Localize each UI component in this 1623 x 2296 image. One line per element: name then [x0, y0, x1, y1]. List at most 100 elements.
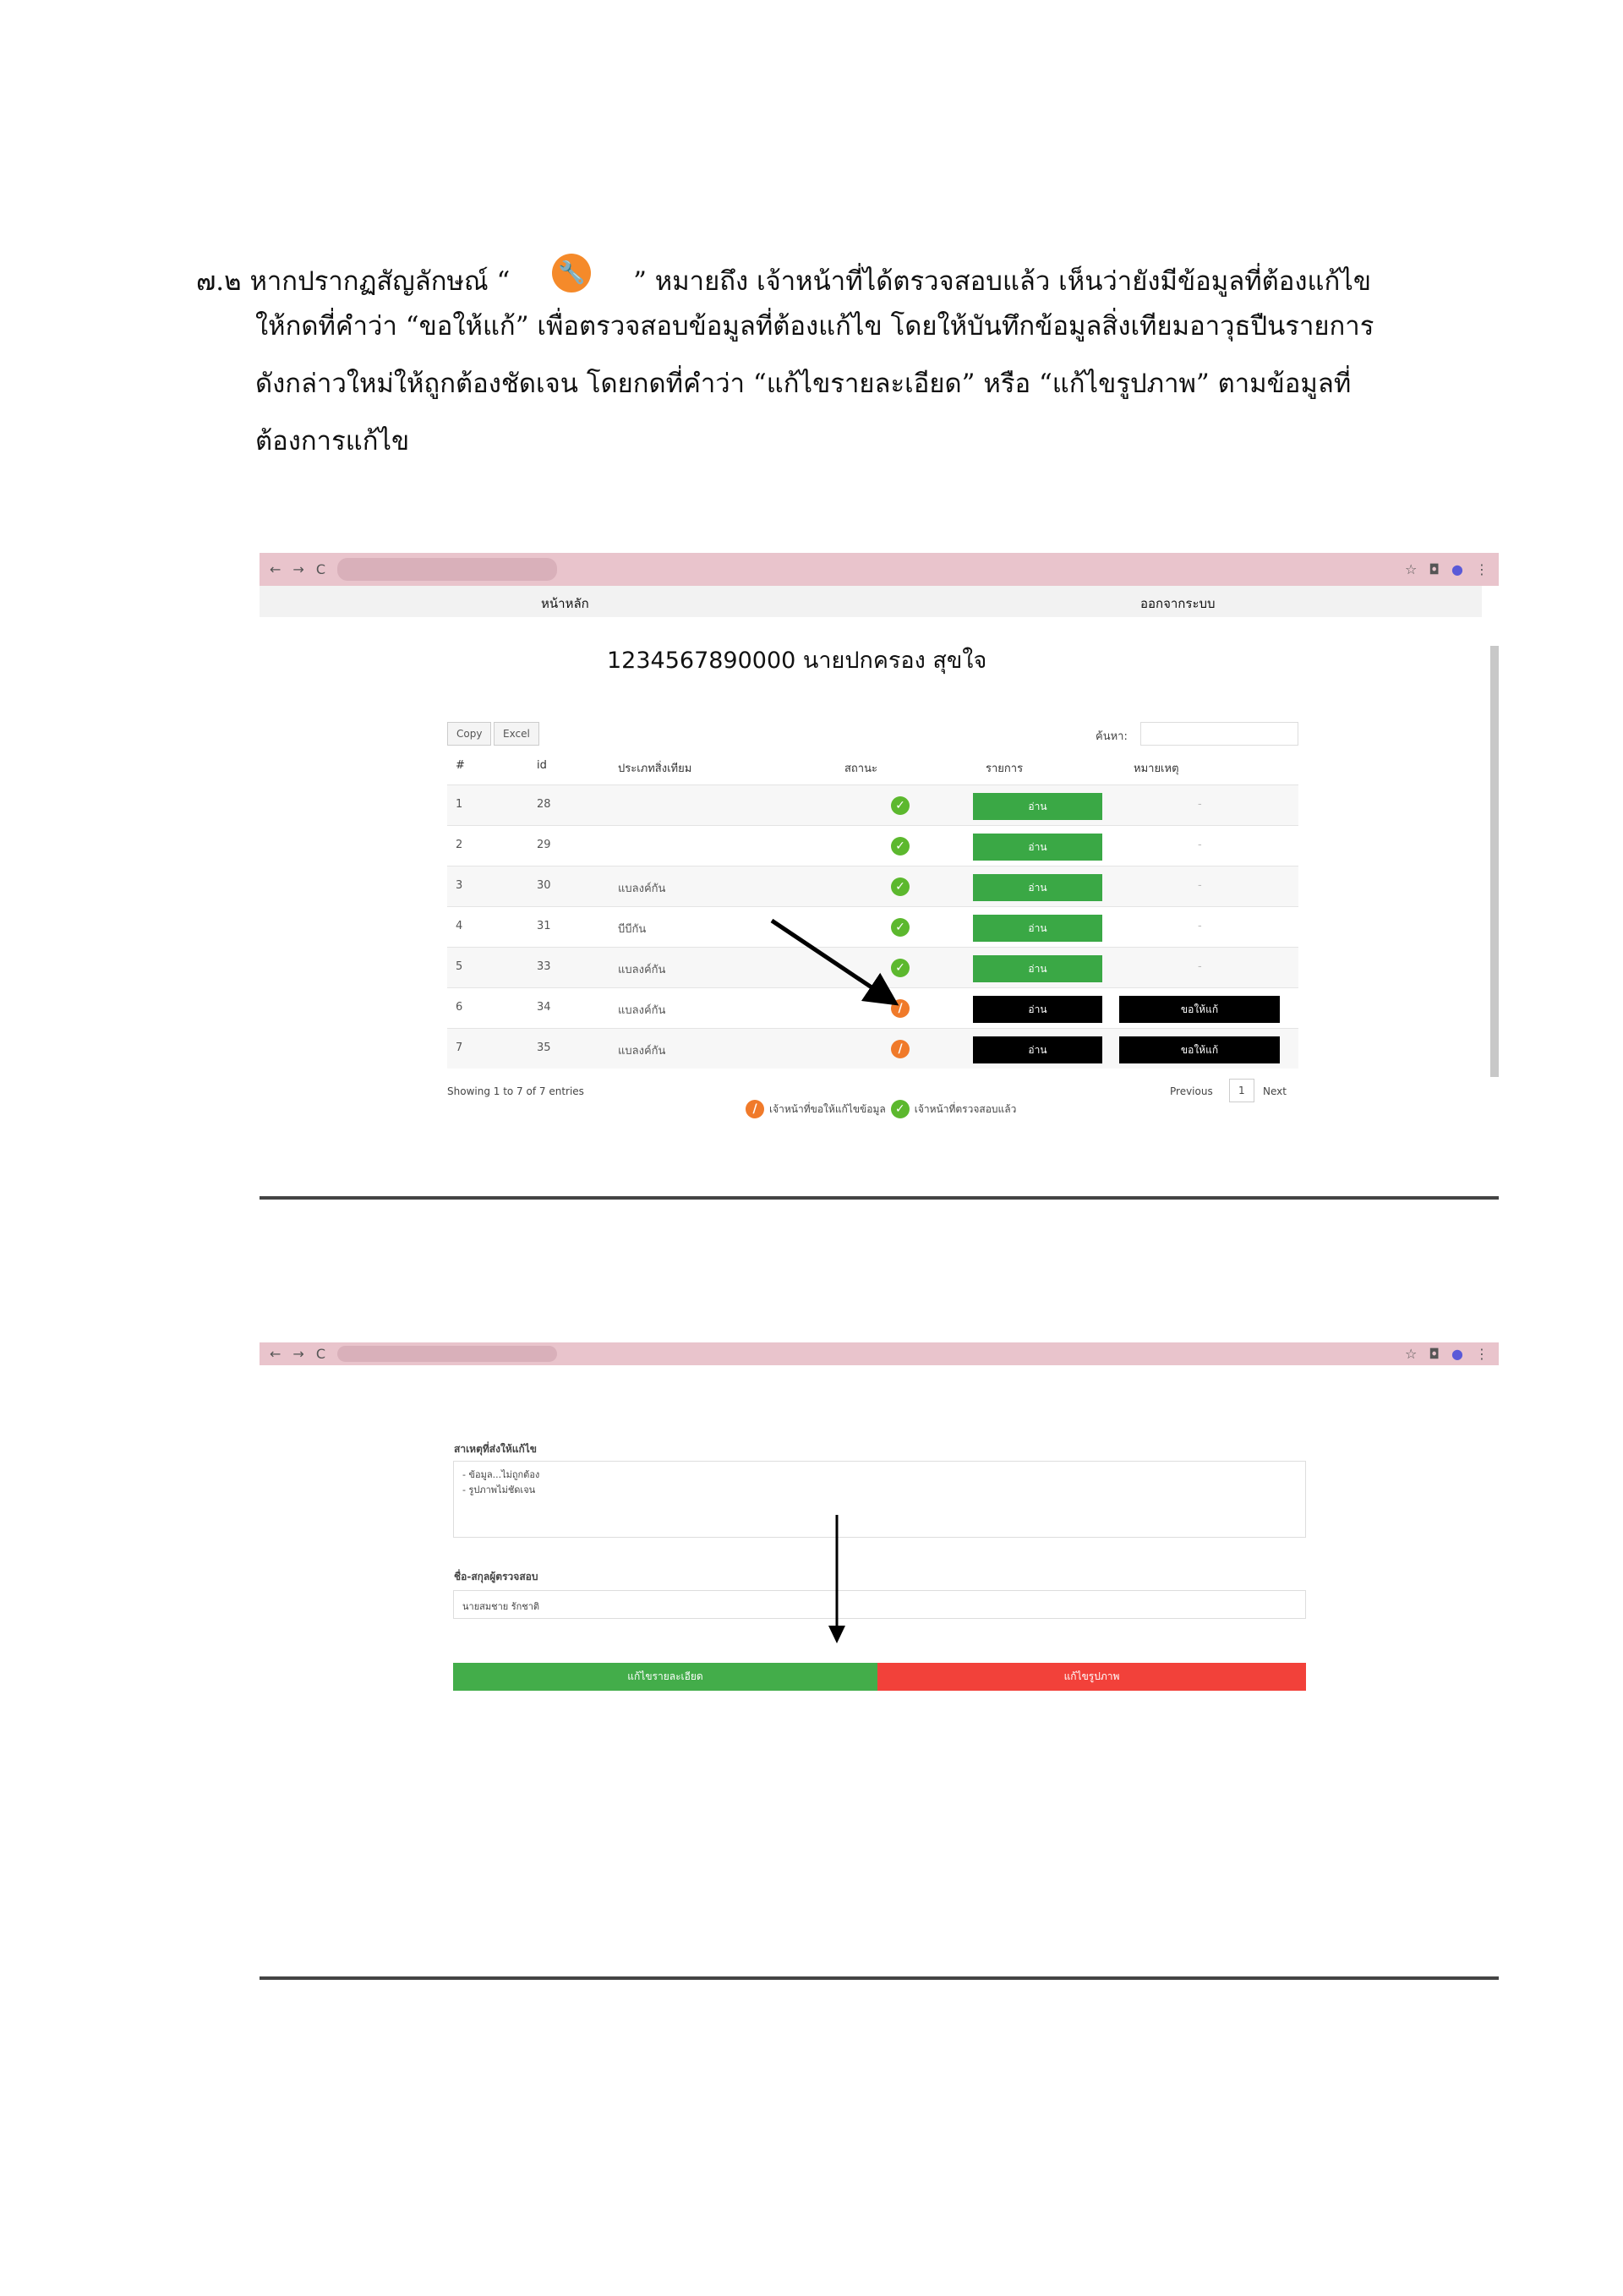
nav-home[interactable]: หน้าหลัก [541, 596, 589, 611]
wrench-icon: / [891, 1040, 910, 1058]
check-icon: ✓ [891, 837, 910, 856]
request-fix-button[interactable]: ขอให้แก้ [1119, 996, 1280, 1023]
page-title: 1234567890000 นายปกครอง สุขใจ [607, 648, 987, 674]
annotation-arrow [770, 918, 899, 1006]
request-fix-button[interactable]: ขอให้แก้ [1119, 1036, 1280, 1063]
legend-fix-label: เจ้าหน้าที่ขอให้แก้ไขข้อมูล [769, 1102, 886, 1115]
row-note: - [1198, 798, 1202, 811]
browser-toolbar: ← → C ☆ ◘ ● ⋮ [260, 553, 1499, 586]
screenshot-edit: ← → C ☆ ◘ ● ⋮ สาเหตุที่ส่งให้แก้ไข - ข้อมูล..… [260, 1342, 1499, 1980]
table-row: 7 35 แบลงค์กัน / อ่าน ขอให้แก้ [447, 1028, 1298, 1069]
col-action[interactable]: รายการ [986, 763, 1024, 775]
star-icon[interactable]: ☆ [1405, 1346, 1418, 1362]
pager-previous[interactable]: Previous [1170, 1085, 1213, 1097]
address-bar[interactable] [336, 557, 557, 582]
read-button[interactable]: อ่าน [973, 834, 1102, 861]
wrench-icon: 🔧 [552, 254, 592, 292]
table-row: 6 34 แบลงค์กัน / อ่าน ขอให้แก้ [447, 987, 1298, 1028]
copy-button[interactable]: Copy [447, 722, 492, 746]
instruction-line-2: ให้กดที่คำว่า “ขอให้แก้” เพื่อตรวจสอบข้อ… [255, 311, 1374, 342]
row-id: 34 [537, 1001, 551, 1014]
pager-page-1[interactable]: 1 [1229, 1079, 1254, 1102]
extension-icon[interactable]: ◘ [1429, 1346, 1440, 1362]
row-id: 29 [537, 839, 551, 851]
forward-icon[interactable]: → [292, 561, 304, 577]
menu-icon[interactable]: ⋮ [1475, 561, 1489, 577]
back-icon[interactable]: ← [270, 1346, 281, 1362]
instruction-line-4: ต้องการแก้ไข [255, 426, 410, 456]
row-type: แบลงค์กัน [618, 1004, 666, 1017]
reason-label: สาเหตุที่ส่งให้แก้ไข [454, 1443, 537, 1455]
extension-icon[interactable]: ◘ [1429, 561, 1440, 577]
reload-icon[interactable]: C [315, 561, 325, 577]
scrollbar[interactable] [1490, 646, 1499, 1077]
edit-details-button[interactable]: แก้ไขรายละเอียด [453, 1663, 877, 1691]
row-type: แบลงค์กัน [618, 1045, 666, 1058]
pager-next[interactable]: Next [1263, 1085, 1287, 1097]
row-number: 7 [456, 1041, 463, 1054]
read-button[interactable]: อ่าน [973, 793, 1102, 820]
row-type: บีบีกัน [618, 923, 647, 936]
forward-icon[interactable]: → [292, 1346, 304, 1362]
edit-images-button[interactable]: แก้ไขรูปภาพ [877, 1663, 1306, 1691]
row-number: 6 [456, 1001, 463, 1014]
check-icon: ✓ [891, 959, 910, 977]
check-icon: ✓ [890, 1100, 910, 1118]
check-icon: ✓ [891, 796, 910, 815]
table-row: 4 31 บีบีกัน ✓ อ่าน - [447, 906, 1298, 947]
row-id: 30 [537, 879, 551, 892]
profile-icon[interactable]: ● [1451, 1346, 1463, 1362]
read-button[interactable]: อ่าน [973, 915, 1102, 942]
check-icon: ✓ [891, 918, 910, 937]
address-bar[interactable] [336, 1346, 557, 1362]
data-table-wrapper: Copy Excel ค้นหา: # id ประเภทสิ่งเทียม ส… [447, 722, 1301, 1128]
row-number: 5 [456, 960, 463, 973]
row-note: - [1198, 920, 1202, 932]
screenshot-list: ← → C ☆ ◘ ● ⋮ หน้าหลัก ออกจากระบบ 12345678900… [260, 553, 1499, 1200]
star-icon[interactable]: ☆ [1405, 561, 1418, 577]
reason-textarea[interactable]: - ข้อมูล...ไม่ถูกต้อง - รูปภาพไม่ชัดเจน [453, 1461, 1306, 1538]
col-status[interactable]: สถานะ [844, 763, 877, 775]
table-row: 2 29 ✓ อ่าน - [447, 825, 1298, 866]
read-button[interactable]: อ่าน [973, 955, 1102, 982]
status-legend: / เจ้าหน้าที่ขอให้แก้ไขข้อมูล ✓ เจ้าหน้า… [746, 1100, 1016, 1118]
instruction-line-3: ดังกล่าวใหม่ให้ถูกต้องชัดเจน โดยกดที่คำว… [255, 369, 1352, 399]
excel-button[interactable]: Excel [494, 722, 539, 746]
profile-icon[interactable]: ● [1451, 561, 1463, 577]
row-id: 35 [537, 1041, 551, 1054]
table-row: 1 28 ✓ อ่าน - [447, 784, 1298, 825]
browser-toolbar: ← → C ☆ ◘ ● ⋮ [260, 1342, 1499, 1365]
col-type[interactable]: ประเภทสิ่งเทียม [618, 763, 692, 775]
search-label: ค้นหา: [1096, 730, 1128, 743]
row-id: 31 [537, 920, 551, 932]
row-type: แบลงค์กัน [618, 964, 666, 976]
row-number: 2 [456, 839, 463, 851]
row-id: 28 [537, 798, 551, 811]
col-note[interactable]: หมายเหตุ [1134, 763, 1179, 775]
row-note: - [1198, 960, 1202, 973]
row-type: แบลงค์กัน [618, 883, 666, 895]
menu-icon[interactable]: ⋮ [1475, 1346, 1489, 1362]
search-input[interactable] [1140, 722, 1298, 746]
read-button[interactable]: อ่าน [973, 1036, 1102, 1063]
row-number: 4 [456, 920, 463, 932]
row-number: 1 [456, 798, 463, 811]
top-nav: หน้าหลัก ออกจากระบบ [260, 586, 1482, 617]
table-header: # id ประเภทสิ่งเทียม สถานะ รายการ หมายเห… [447, 759, 1298, 784]
row-id: 33 [537, 960, 551, 973]
annotation-arrow [828, 1515, 845, 1643]
back-icon[interactable]: ← [270, 561, 281, 577]
instruction-text: ๗.๒ หากปรากฏสัญลักษณ์ “ [196, 266, 511, 297]
wrench-icon: / [746, 1100, 764, 1118]
nav-logout[interactable]: ออกจากระบบ [1140, 596, 1216, 611]
col-id[interactable]: id [537, 759, 547, 772]
read-button[interactable]: อ่าน [973, 996, 1102, 1023]
read-button[interactable]: อ่าน [973, 874, 1102, 901]
instruction-text: ” หมายถึง เจ้าหน้าที่ได้ตรวจสอบแล้ว เห็น… [633, 266, 1372, 297]
row-note: - [1198, 879, 1202, 892]
reload-icon[interactable]: C [315, 1346, 325, 1362]
row-note: - [1198, 839, 1202, 851]
col-num[interactable]: # [456, 759, 465, 772]
inspector-input[interactable]: นายสมชาย รักชาติ [453, 1590, 1306, 1619]
check-icon: ✓ [891, 877, 910, 896]
